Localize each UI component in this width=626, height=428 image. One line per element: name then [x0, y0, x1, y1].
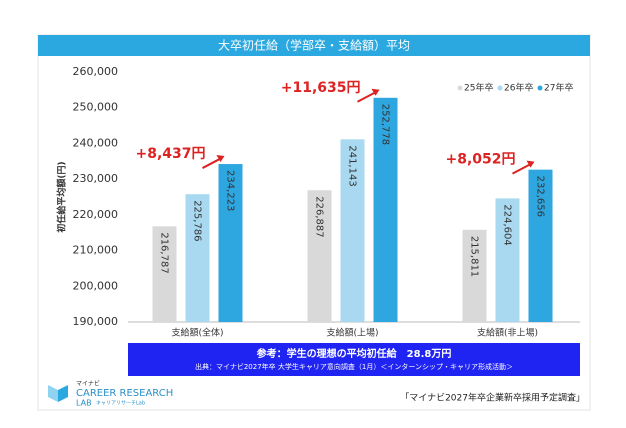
bar	[528, 169, 553, 322]
value-label: 216,787	[159, 232, 170, 273]
note-line: 参考：学生の理想の平均初任給 28.8万円	[257, 347, 452, 360]
logo-brand: マイナビ	[76, 380, 100, 388]
legend-label: 27年卒	[544, 82, 573, 94]
bar	[340, 139, 365, 322]
annotation: +8,052円	[445, 152, 515, 168]
bar	[185, 194, 210, 322]
annotation-arrow	[512, 162, 532, 175]
y-tick-label: 200,000	[73, 279, 119, 292]
value-label: 232,656	[535, 176, 546, 217]
logo-name: CAREER RESEARCH	[76, 388, 173, 399]
y-tick-label: 210,000	[73, 244, 119, 257]
source: 「マイナビ2027年卒企業新卒採用予定調査」	[400, 392, 585, 404]
legend-swatch	[497, 85, 503, 91]
y-tick-label: 260,000	[73, 65, 119, 78]
title-bar	[38, 35, 590, 56]
annotation-arrow	[202, 157, 222, 169]
value-label: 252,778	[380, 104, 391, 145]
annotation-arrowhead	[526, 160, 535, 168]
annotation-arrow	[357, 90, 377, 103]
legend-swatch	[537, 85, 543, 91]
legend-label: 25年卒	[464, 82, 493, 94]
note-box	[128, 343, 580, 376]
y-tick-label: 250,000	[73, 101, 119, 114]
logo-icon	[48, 385, 58, 402]
bar	[495, 198, 520, 322]
bar	[218, 164, 243, 322]
y-tick-label: 220,000	[73, 208, 119, 221]
y-axis-title: 初任給平均額(円)	[56, 161, 68, 232]
value-label: 226,887	[314, 196, 325, 237]
value-label: 215,811	[469, 236, 480, 277]
value-label: 234,223	[225, 170, 236, 211]
logo-icon	[58, 385, 68, 402]
y-tick-label: 190,000	[73, 315, 119, 328]
note-source: 出典：マイナビ2027年卒 大学生キャリア意向調査（1月）＜インターンシップ・キ…	[195, 362, 513, 371]
value-label: 241,143	[347, 145, 358, 186]
annotation: +8,437円	[135, 146, 205, 162]
bar	[373, 97, 398, 323]
logo-sub: LAB	[76, 399, 92, 408]
bar	[462, 229, 487, 322]
y-tick-label: 240,000	[73, 136, 119, 149]
legend-swatch	[457, 85, 463, 91]
annotation-arrowhead	[371, 88, 380, 96]
x-tick-label: 支給額(上場)	[326, 327, 378, 339]
x-tick-label: 支給額(全体)	[171, 327, 223, 339]
value-label: 224,604	[502, 204, 513, 245]
y-tick-label: 230,000	[73, 172, 119, 185]
logo: マイナビ CAREER RESEARCH LAB キャリアリサーチLab	[48, 380, 173, 408]
chart-title: 大卒初任給（学部卒・支給額）平均	[218, 38, 410, 53]
bar	[307, 190, 332, 322]
legend-label: 26年卒	[504, 82, 533, 94]
value-label: 225,786	[192, 200, 203, 241]
logo-kana: キャリアリサーチLab	[96, 401, 145, 407]
annotation-arrowhead	[216, 155, 225, 163]
bar	[152, 226, 177, 322]
x-tick-label: 支給額(非上場)	[477, 327, 538, 339]
annotation: +11,635円	[281, 80, 361, 96]
